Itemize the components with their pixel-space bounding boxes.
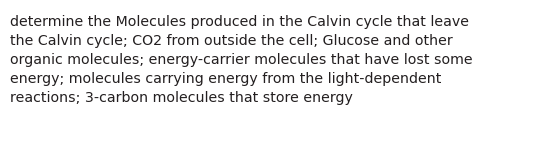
Text: determine the Molecules produced in the Calvin cycle that leave
the Calvin cycle: determine the Molecules produced in the … <box>10 15 473 105</box>
